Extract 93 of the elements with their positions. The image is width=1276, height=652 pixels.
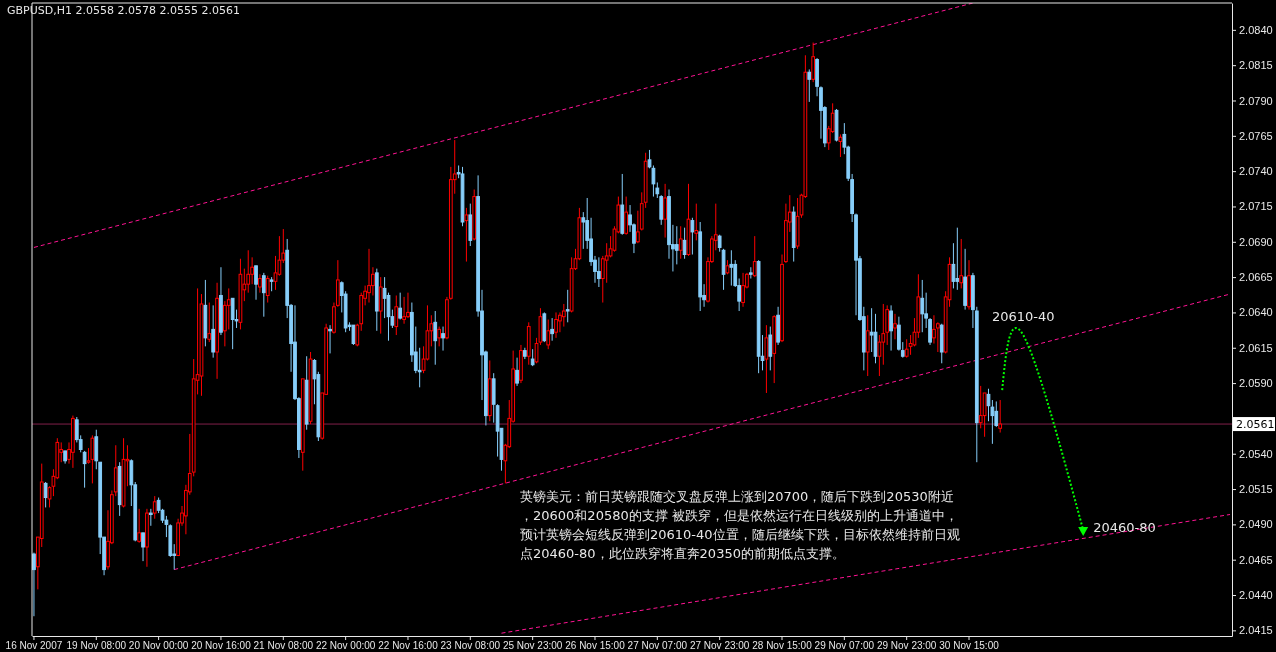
- y-tick-label: 2.0515: [1239, 483, 1273, 496]
- x-tick-label: 20 Nov 00:00: [128, 640, 189, 652]
- x-tick-label: 27 Nov 23:00: [689, 640, 750, 652]
- candlestick: [811, 42, 816, 83]
- candlestick: [565, 289, 570, 323]
- y-tick-label: 2.0615: [1239, 341, 1273, 354]
- candlestick: [635, 210, 640, 244]
- y-tick-label: 2.0465: [1239, 553, 1273, 566]
- candlestick: [889, 304, 893, 352]
- candlestick: [768, 326, 773, 371]
- candlestick: [597, 256, 601, 288]
- candlestick: [43, 481, 48, 508]
- candlestick: [550, 317, 554, 342]
- candlestick: [959, 238, 964, 289]
- candlestick: [464, 207, 469, 263]
- candlestick: [254, 265, 258, 301]
- chart-title: GBPUSD,H1 2.0558 2.0578 2.0555 2.0561: [7, 4, 240, 17]
- x-tick-label: 28 Nov 15:00: [752, 640, 813, 652]
- candlestick: [402, 296, 406, 325]
- y-tick-label: 2.0665: [1239, 271, 1273, 284]
- x-tick-label: 21 Nov 08:00: [253, 640, 314, 652]
- candlestick: [741, 272, 745, 308]
- candlestick: [998, 399, 1003, 434]
- candlestick: [515, 357, 519, 387]
- x-tick-label: 29 Nov 07:00: [814, 640, 875, 652]
- candlestick: [152, 495, 157, 520]
- y-tick-label: 2.0765: [1239, 129, 1273, 142]
- candlestick: [82, 450, 87, 489]
- candlestick: [441, 326, 445, 352]
- candlestick: [433, 310, 438, 366]
- candlestick: [417, 347, 422, 388]
- annotation: 20460-80: [1093, 520, 1156, 536]
- y-tick-label: 2.0740: [1239, 165, 1273, 178]
- candlestick: [261, 272, 266, 318]
- candlestick: [604, 242, 609, 284]
- y-tick-label: 2.0815: [1239, 59, 1273, 72]
- y-tick-label: 2.0440: [1239, 589, 1273, 602]
- y-tick-label: 2.0415: [1239, 624, 1273, 637]
- candlestick: [581, 211, 586, 250]
- x-tick-label: 22 Nov 00:00: [315, 640, 376, 652]
- x-tick-label: 26 Nov 15:00: [565, 640, 626, 652]
- candlestick: [982, 392, 987, 438]
- candlestick: [141, 532, 145, 562]
- x-tick-label: 29 Nov 23:00: [876, 640, 937, 652]
- ref-line-label: 2.0561: [1236, 418, 1275, 432]
- y-tick-label: 2.0540: [1239, 447, 1273, 460]
- candlestick: [869, 307, 874, 353]
- y-tick-label: 2.0490: [1239, 518, 1273, 531]
- candlestick: [561, 303, 566, 328]
- y-tick-label: 2.0715: [1239, 200, 1273, 213]
- x-tick-label: 27 Nov 07:00: [627, 640, 688, 652]
- candlestick: [893, 313, 897, 340]
- y-tick-label: 2.0790: [1239, 94, 1273, 107]
- candlestick: [908, 334, 913, 356]
- candlestick: [394, 294, 399, 336]
- candlestick: [554, 311, 558, 339]
- y-tick-label: 2.0590: [1239, 377, 1273, 390]
- x-tick-label: 25 Nov 23:00: [502, 640, 563, 652]
- x-tick-label: 20 Nov 16:00: [191, 640, 252, 652]
- candlestick: [624, 196, 629, 236]
- candlestick: [955, 227, 960, 291]
- candlestick: [865, 314, 870, 377]
- candlestick: [328, 324, 332, 354]
- candlestick: [137, 508, 142, 544]
- candlestick: [951, 242, 956, 289]
- y-tick-label: 2.0840: [1239, 23, 1273, 36]
- candlestick: [367, 248, 371, 304]
- x-tick-label: 23 Nov 08:00: [440, 640, 501, 652]
- candlestick: [807, 68, 812, 103]
- candlestick: [258, 273, 262, 294]
- candlestick: [690, 217, 695, 255]
- candlestick: [729, 249, 734, 287]
- candlestick: [265, 275, 270, 304]
- y-tick-label: 2.0690: [1239, 235, 1273, 248]
- candlestick: [211, 304, 216, 359]
- candlestick: [838, 133, 843, 158]
- candlestick: [398, 292, 403, 320]
- annotation: 20610-40: [991, 309, 1055, 325]
- candlestick: [663, 183, 667, 239]
- candlestick: [764, 324, 769, 394]
- x-tick-label: 19 Nov 08:00: [66, 640, 127, 652]
- candlestick: [694, 203, 699, 241]
- candlestick: [678, 225, 683, 260]
- candlestick: [207, 302, 212, 343]
- candlestick: [230, 297, 235, 350]
- candlestick: [920, 279, 925, 333]
- candlestick: [437, 326, 442, 347]
- x-tick-label: 22 Nov 16:00: [378, 640, 439, 652]
- x-tick-label: 30 Nov 15:00: [939, 640, 1000, 652]
- y-tick-label: 2.0640: [1239, 306, 1273, 319]
- x-tick-label: 16 Nov 2007: [5, 640, 63, 652]
- candlestick: [877, 334, 882, 377]
- annotation: 英镑美元：前日英镑跟随交叉盘反弹上涨到20700，随后下跌到20530附近，20600和20580的支撑 被跌穿，但是依然运行在日线级别的上升通道中，预计英镑会短线反弹到20610-40位置，随后继续下跌，目标依然维持前日观点20460-80，此位跌穿将直奔20350的前期低点支撑。: [520, 489, 960, 561]
